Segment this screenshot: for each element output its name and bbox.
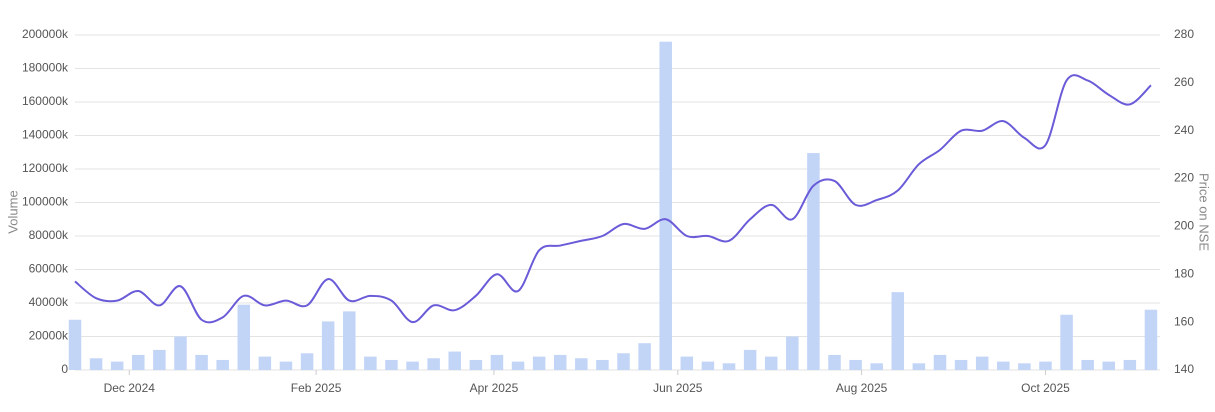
volume-bar <box>406 361 419 370</box>
x-tick-label: Aug 2025 <box>836 381 888 395</box>
volume-bar <box>722 363 736 370</box>
volume-bar <box>912 363 926 370</box>
volume-bar <box>659 41 672 370</box>
volume-bar <box>427 358 440 370</box>
volume-bar <box>1123 359 1137 370</box>
volume-bar <box>575 358 588 370</box>
volume-bar <box>891 292 905 370</box>
volume-bar <box>975 356 989 370</box>
y-tick-label: 160000k <box>22 94 69 108</box>
volume-bar <box>596 359 609 370</box>
volume-bar <box>680 356 694 370</box>
volume-bar <box>153 349 166 370</box>
volume-bar <box>511 361 525 370</box>
y-tick-label: 100000k <box>22 195 69 209</box>
x-tick-label: Dec 2024 <box>104 381 156 395</box>
y2-tick-label: 240 <box>1174 123 1194 137</box>
volume-bar <box>1144 309 1158 370</box>
volume-bar <box>638 343 651 370</box>
y2-axis-title: Price on NSE <box>1197 173 1212 251</box>
volume-bar <box>448 351 462 370</box>
volume-bar <box>764 356 778 370</box>
volume-bar <box>237 304 251 370</box>
x-tick-label: Jun 2025 <box>653 381 703 395</box>
volume-bar <box>553 354 567 370</box>
volume-bar <box>849 359 862 370</box>
volume-bar <box>786 336 799 370</box>
price-line <box>74 74 1152 324</box>
volume-bar <box>1102 361 1116 370</box>
volume-bar <box>89 358 103 370</box>
volume-bar <box>469 359 483 370</box>
volume-bar <box>195 354 208 370</box>
y2-tick-label: 160 <box>1174 314 1194 328</box>
volume-bar <box>807 153 820 370</box>
volume-bar <box>68 319 82 370</box>
y2-tick-label: 180 <box>1174 266 1194 280</box>
volume-bar <box>1018 363 1031 370</box>
y2-tick-label: 140 <box>1174 362 1194 376</box>
volume-bar <box>743 349 757 370</box>
volume-bar <box>364 356 377 370</box>
x-tick-label: Feb 2025 <box>291 381 342 395</box>
x-tick-label: Apr 2025 <box>470 381 519 395</box>
volume-bar <box>954 359 968 370</box>
volume-bar <box>701 361 715 370</box>
volume-bar <box>617 353 630 370</box>
y2-tick-label: 200 <box>1174 219 1194 233</box>
volume-bar <box>1039 361 1052 370</box>
volume-bar <box>174 336 187 370</box>
volume-bar <box>828 354 841 370</box>
volume-bar <box>490 354 504 370</box>
volume-bar <box>343 311 356 370</box>
volume-bar <box>110 361 124 370</box>
y-tick-label: 40000k <box>29 295 69 309</box>
volume-bar <box>279 361 293 370</box>
volume-bar <box>321 321 335 370</box>
y-tick-label: 180000k <box>22 61 69 75</box>
y-tick-label: 140000k <box>22 128 69 142</box>
volume-bar <box>385 359 398 370</box>
volume-bar <box>300 353 314 370</box>
volume-bar <box>1060 314 1073 370</box>
y-axis-title: Volume <box>5 190 20 233</box>
volume-bar <box>216 359 229 370</box>
y-tick-label: 200000k <box>22 27 69 41</box>
y-tick-label: 120000k <box>22 161 69 175</box>
volume-bar <box>870 363 883 370</box>
x-tick-label: Oct 2025 <box>1021 381 1070 395</box>
y-tick-label: 20000k <box>29 329 69 343</box>
y-tick-label: 60000k <box>29 262 69 276</box>
y2-tick-label: 220 <box>1174 171 1194 185</box>
y-tick-label: 0 <box>61 362 68 376</box>
y2-tick-label: 280 <box>1174 27 1194 41</box>
volume-bar <box>132 354 145 370</box>
volume-bar <box>933 354 947 370</box>
volume-bar <box>997 361 1010 370</box>
volume-bar <box>1081 359 1094 370</box>
y-tick-label: 80000k <box>29 228 69 242</box>
y2-tick-label: 260 <box>1174 75 1194 89</box>
volume-bar <box>532 356 546 370</box>
volume-bar <box>258 356 272 370</box>
